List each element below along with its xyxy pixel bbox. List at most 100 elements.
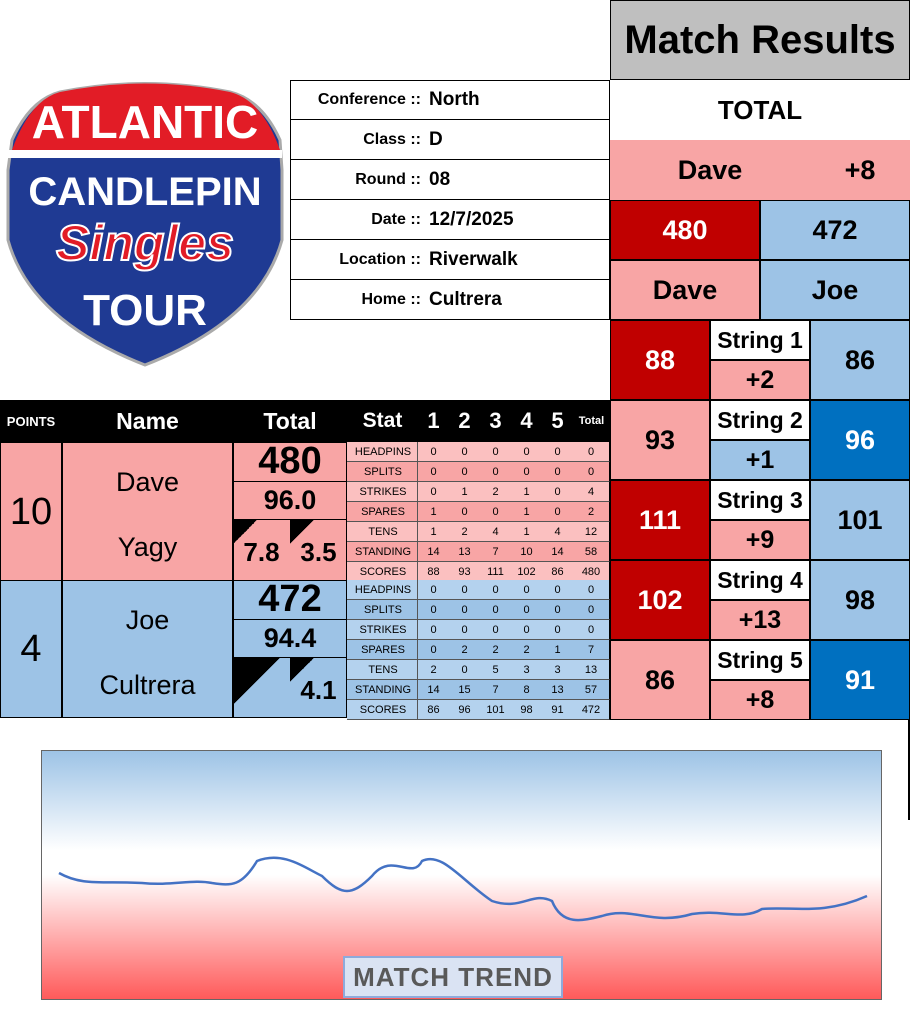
- info-row: Class :: D: [290, 120, 610, 160]
- stat-value: 91: [542, 700, 573, 720]
- stat-value: 98: [511, 700, 542, 720]
- stat-value: 14: [418, 680, 449, 700]
- stat-value: 0: [542, 502, 573, 522]
- stat-value: 0: [418, 640, 449, 660]
- stat-value: 0: [449, 620, 480, 640]
- stat-value: 0: [480, 580, 511, 600]
- header-bar: [0, 400, 610, 442]
- stat-value: 1: [511, 502, 542, 522]
- stat-value: 0: [511, 462, 542, 482]
- stat-value: 0: [542, 482, 573, 502]
- stat-name: TENS: [347, 660, 418, 680]
- player-total: 472: [233, 578, 347, 620]
- stat-name: SPLITS: [347, 462, 418, 482]
- stat-value: 86: [542, 562, 573, 582]
- info-label: Class ::: [363, 130, 421, 148]
- player-total: 480: [233, 440, 347, 482]
- stat-value: 7: [480, 542, 511, 562]
- header: 3: [489, 408, 502, 433]
- stat-total: 57: [573, 680, 610, 700]
- stat-value: 0: [449, 660, 480, 680]
- stat-total: 472: [573, 700, 610, 720]
- score1: 480: [610, 200, 760, 260]
- logo: ATLANTIC CANDLEPIN Singles TOUR: [6, 82, 284, 367]
- stat-total: 13: [573, 660, 610, 680]
- info-label: Home ::: [361, 290, 421, 308]
- total-cell: [233, 442, 347, 582]
- string-score: 88: [610, 320, 710, 400]
- stat-value: 0: [480, 442, 511, 462]
- stat-name: STRIKES: [347, 620, 418, 640]
- string-score: 102: [610, 560, 710, 640]
- stat-name: HEADPINS: [347, 442, 418, 462]
- edge: [908, 720, 910, 820]
- header: 5: [551, 408, 564, 433]
- logo-text: TOUR: [83, 286, 207, 335]
- string-label: String 3: [710, 480, 810, 520]
- info-row: Round :: 08: [290, 160, 610, 200]
- stat-value: 0: [449, 600, 480, 620]
- info-label: Date ::: [371, 210, 421, 228]
- first-name: Joe: [125, 604, 170, 635]
- stat-value: 13: [449, 542, 480, 562]
- trend-label: MATCH TREND: [343, 956, 563, 998]
- stat-total: 0: [573, 620, 610, 640]
- stat-value: 0: [418, 600, 449, 620]
- string-diff: +1: [710, 440, 810, 480]
- corner-fill: [233, 658, 290, 718]
- header: Total: [263, 407, 317, 434]
- stat-value: 88: [418, 562, 449, 582]
- stat-value: 1: [511, 522, 542, 542]
- stat-value: 3: [511, 660, 542, 680]
- string-score: 93: [610, 400, 710, 480]
- string-score: 86: [810, 320, 910, 400]
- results-title: Match Results: [610, 0, 910, 80]
- info-value: D: [429, 128, 443, 150]
- logo-text: ATLANTIC: [32, 96, 259, 148]
- string-label: String 1: [710, 320, 810, 360]
- header: Total: [578, 415, 605, 427]
- margin: +8: [844, 154, 876, 185]
- stat-value: 1: [418, 522, 449, 542]
- stat-value: 1: [418, 502, 449, 522]
- stat-value: 0: [542, 620, 573, 640]
- info-label: Conference ::: [317, 90, 421, 108]
- name1: Dave: [610, 260, 760, 320]
- stat-value: 0: [480, 502, 511, 522]
- stat-total: 2: [573, 502, 610, 522]
- stat-value: 0: [511, 620, 542, 640]
- stat-value: 0: [480, 462, 511, 482]
- stat-value: 0: [480, 600, 511, 620]
- stat-value: 13: [542, 680, 573, 700]
- stat-value: 0: [511, 442, 542, 462]
- stat-value: 0: [542, 462, 573, 482]
- stat-value: 0: [418, 462, 449, 482]
- header: Stat: [362, 409, 403, 432]
- string-score: 101: [810, 480, 910, 560]
- stat-value: 7: [480, 680, 511, 700]
- stat-value: 0: [449, 502, 480, 522]
- stat-value: 3: [542, 660, 573, 680]
- stat-value: 0: [418, 580, 449, 600]
- stat-value: 2: [418, 660, 449, 680]
- info-row: Home :: Cultrera: [290, 280, 610, 320]
- info-label: Round ::: [355, 170, 421, 188]
- header: 2: [458, 408, 471, 433]
- string-score: 98: [810, 560, 910, 640]
- stat-value: 0: [449, 580, 480, 600]
- stat-value: 102: [511, 562, 542, 582]
- info-top: [290, 80, 610, 81]
- stat-value: 0: [418, 482, 449, 502]
- stat-value: 2: [449, 522, 480, 542]
- header: 1: [427, 408, 440, 433]
- info-row: Location :: Riverwalk: [290, 240, 610, 280]
- stat-value: 14: [542, 542, 573, 562]
- name-cell: [62, 580, 233, 718]
- stat-value: 0: [418, 620, 449, 640]
- info-row: Conference :: North: [290, 80, 610, 120]
- stat-name: HEADPINS: [347, 580, 418, 600]
- first-name: Dave: [115, 466, 180, 497]
- bowl-stat: 7.8: [243, 536, 280, 567]
- stat-value: 0: [542, 442, 573, 462]
- stat-value: 101: [480, 700, 511, 720]
